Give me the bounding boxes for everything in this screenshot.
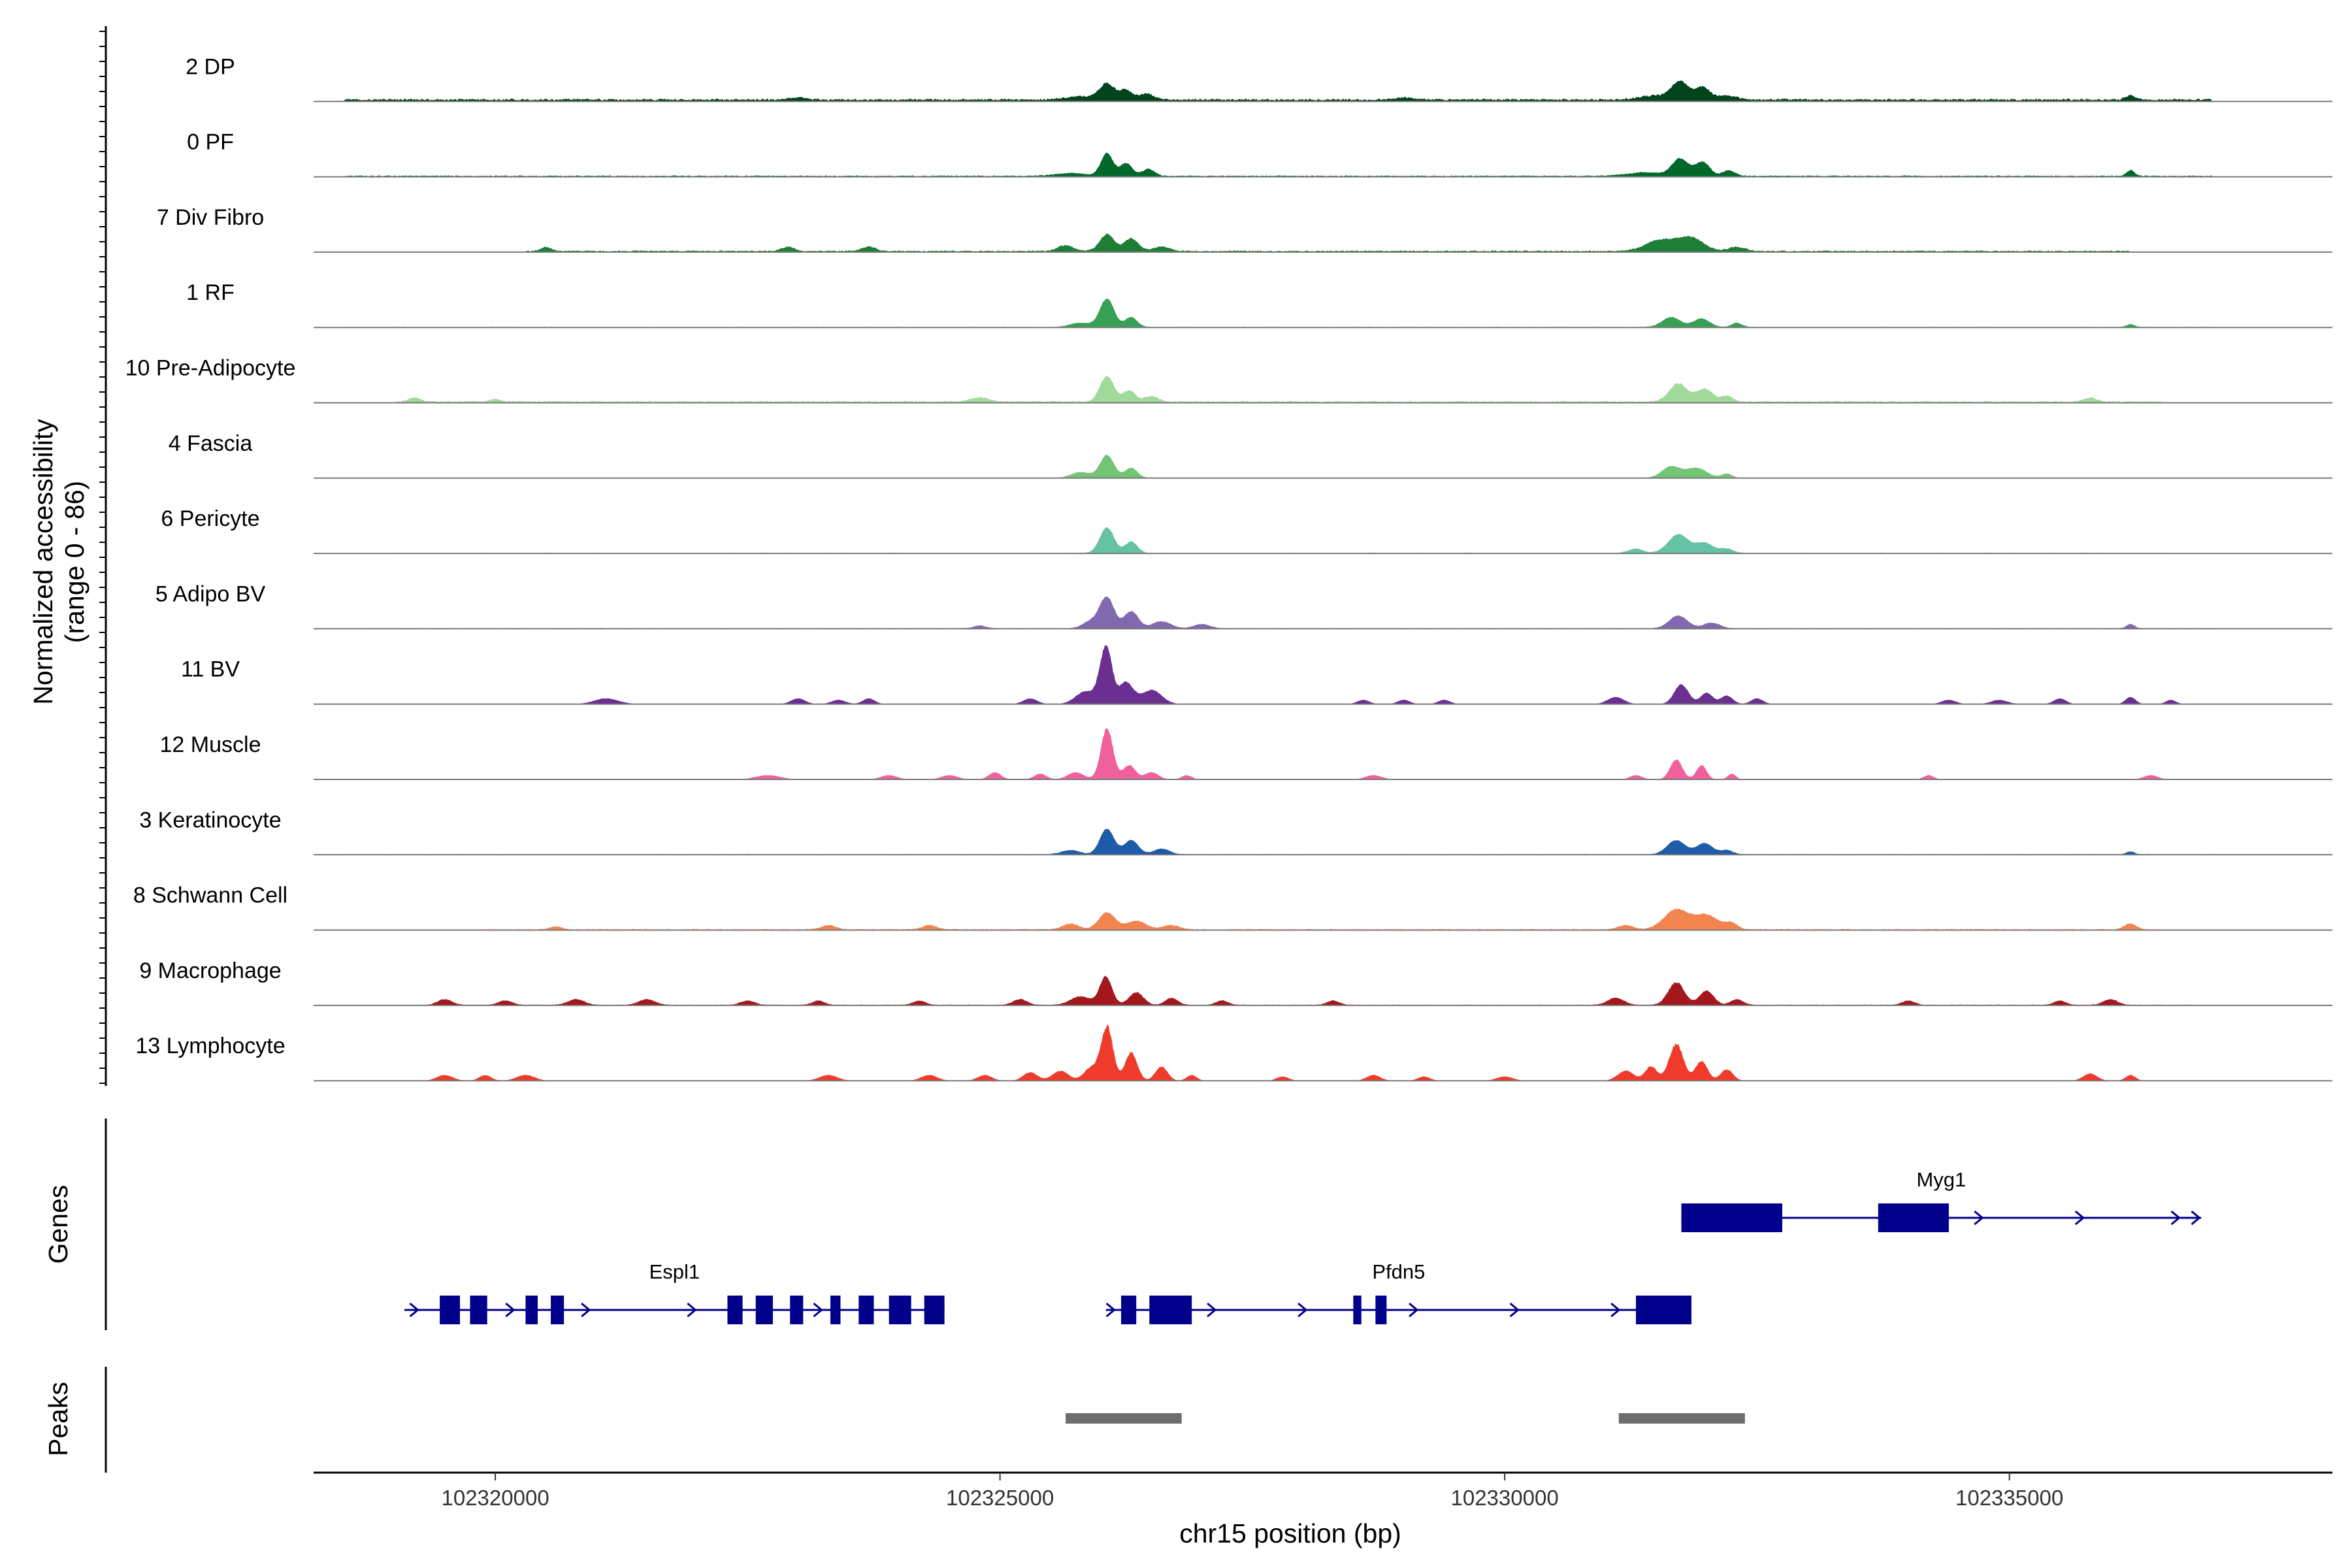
track-label: 1 RF [186,280,235,305]
y-axis-title: Normalized accessibility(range 0 - 86) [28,419,90,705]
gene-exon [551,1296,564,1324]
coverage-area [314,527,2332,554]
track-9-macrophage: 9 Macrophage [139,958,2332,1006]
coverage-area [314,80,2332,102]
strand-arrow [2170,1210,2181,1226]
strand-arrow [1298,1302,1308,1318]
coverage-area [314,298,2332,328]
strand-arrow [581,1302,591,1318]
gene-exon [924,1296,945,1324]
track-label: 9 Macrophage [139,958,281,983]
gene-annotation-track: Genes Espl1 Pfdn5 Myg1 [43,1119,2202,1330]
track-8-schwann-cell: 8 Schwann Cell [133,883,2332,931]
x-tick-label: 102320000 [442,1486,549,1510]
gene-exon [1149,1296,1192,1324]
coverage-tracks: 2 DP 0 PF 7 Div Fibro 1 RF 10 Pre-Adipocyte 4… [125,54,2332,1082]
gene-exon [790,1296,804,1324]
strand-arrow [1610,1302,1621,1318]
gene-myg1: Myg1 [1681,1168,2202,1232]
gene-exon [755,1296,773,1324]
gene-exon [1878,1203,1949,1232]
gene-exon [440,1296,461,1324]
gene-exon [889,1296,911,1324]
coverage-area [314,1024,2332,1081]
gene-label: Pfdn5 [1372,1260,1425,1283]
peaks-track: Peaks [43,1367,1745,1473]
track-label: 3 Keratinocyte [139,808,281,832]
coverage-area [314,828,2332,855]
peak-region [1618,1413,1745,1424]
peak-region [1066,1413,1182,1424]
strand-arrow [1105,1302,1116,1318]
gene-exon [830,1296,841,1324]
gene-espl1: Espl1 [404,1260,945,1324]
gene-exon [727,1296,743,1324]
gene-label: Myg1 [1916,1168,1966,1191]
y-axis-title-line2: (range 0 - 86) [59,481,90,643]
gene-exon [1121,1296,1137,1324]
coverage-area [314,454,2332,478]
track-3-keratinocyte: 3 Keratinocyte [139,808,2332,856]
track-label: 4 Fascia [169,431,253,456]
y-axis-title-line1: Normalized accessibility [28,419,58,705]
track-label: 0 PF [187,130,234,155]
gene-exon [470,1296,487,1324]
track-13-lymphocyte: 13 Lymphocyte [135,1024,2332,1082]
axes: Normalized accessibility(range 0 - 86) 10… [28,26,2332,1548]
strand-arrow [1409,1302,1419,1318]
coverage-area [314,908,2332,930]
strand-arrow [2074,1210,2085,1226]
coverage-area [314,376,2332,403]
strand-arrow [2191,1210,2201,1226]
coverage-area [314,975,2332,1005]
track-label: 7 Div Fibro [157,205,264,230]
x-tick-label: 102330000 [1451,1486,1559,1510]
gene-exon [1635,1296,1691,1324]
peaks-panel-title: Peaks [43,1382,73,1456]
gene-exon [858,1296,874,1324]
coverage-area [314,233,2332,252]
track-label: 12 Muscle [160,732,261,757]
track-1-rf: 1 RF [186,280,2332,329]
gene-exon [1353,1296,1362,1324]
coverage-area [314,152,2332,177]
track-label: 13 Lymphocyte [135,1034,285,1058]
track-label: 11 BV [181,657,240,682]
gene-pfdn5: Pfdn5 [1105,1260,1691,1324]
strand-arrow [1974,1210,1984,1226]
track-0-pf: 0 PF [187,130,2332,178]
strand-arrow [1509,1302,1520,1318]
gene-exon [1375,1296,1387,1324]
strand-arrow [813,1302,823,1318]
track-label: 8 Schwann Cell [133,883,287,908]
strand-arrow [1207,1302,1217,1318]
strand-arrow [687,1302,697,1318]
track-label: 10 Pre-Adipocyte [125,356,296,381]
x-tick-label: 102325000 [946,1486,1054,1510]
gene-exon [1681,1203,1782,1232]
track-6-pericyte: 6 Pericyte [161,506,2332,555]
track-4-fascia: 4 Fascia [169,431,2332,479]
track-7-div-fibro: 7 Div Fibro [157,205,2332,253]
track-2-dp: 2 DP [186,54,2332,103]
x-tick-label: 102335000 [1955,1486,2063,1510]
coverage-area [314,645,2332,704]
track-5-adipo-bv: 5 Adipo BV [155,581,2332,630]
track-label: 2 DP [186,54,235,79]
x-axis-title: chr15 position (bp) [1179,1518,1401,1548]
gene-label: Espl1 [649,1260,700,1283]
strand-arrow [409,1302,419,1318]
strand-arrow [505,1302,515,1318]
genes-panel-title: Genes [43,1185,73,1264]
track-10-pre-adipocyte: 10 Pre-Adipocyte [125,356,2332,404]
track-label: 6 Pericyte [161,506,259,531]
track-11-bv: 11 BV [181,645,2332,705]
coverage-area [314,728,2332,779]
track-12-muscle: 12 Muscle [160,728,2332,780]
track-label: 5 Adipo BV [155,581,266,606]
gene-exon [525,1296,538,1324]
coverage-area [314,596,2332,629]
